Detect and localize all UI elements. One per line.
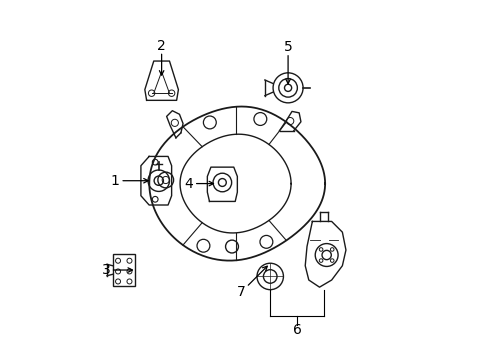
Text: 1: 1: [110, 174, 120, 188]
Text: 2: 2: [157, 39, 165, 53]
Text: 4: 4: [184, 176, 193, 190]
Text: 7: 7: [237, 285, 245, 299]
Text: 6: 6: [292, 323, 301, 337]
Text: 3: 3: [102, 263, 110, 277]
Text: 5: 5: [283, 40, 292, 54]
